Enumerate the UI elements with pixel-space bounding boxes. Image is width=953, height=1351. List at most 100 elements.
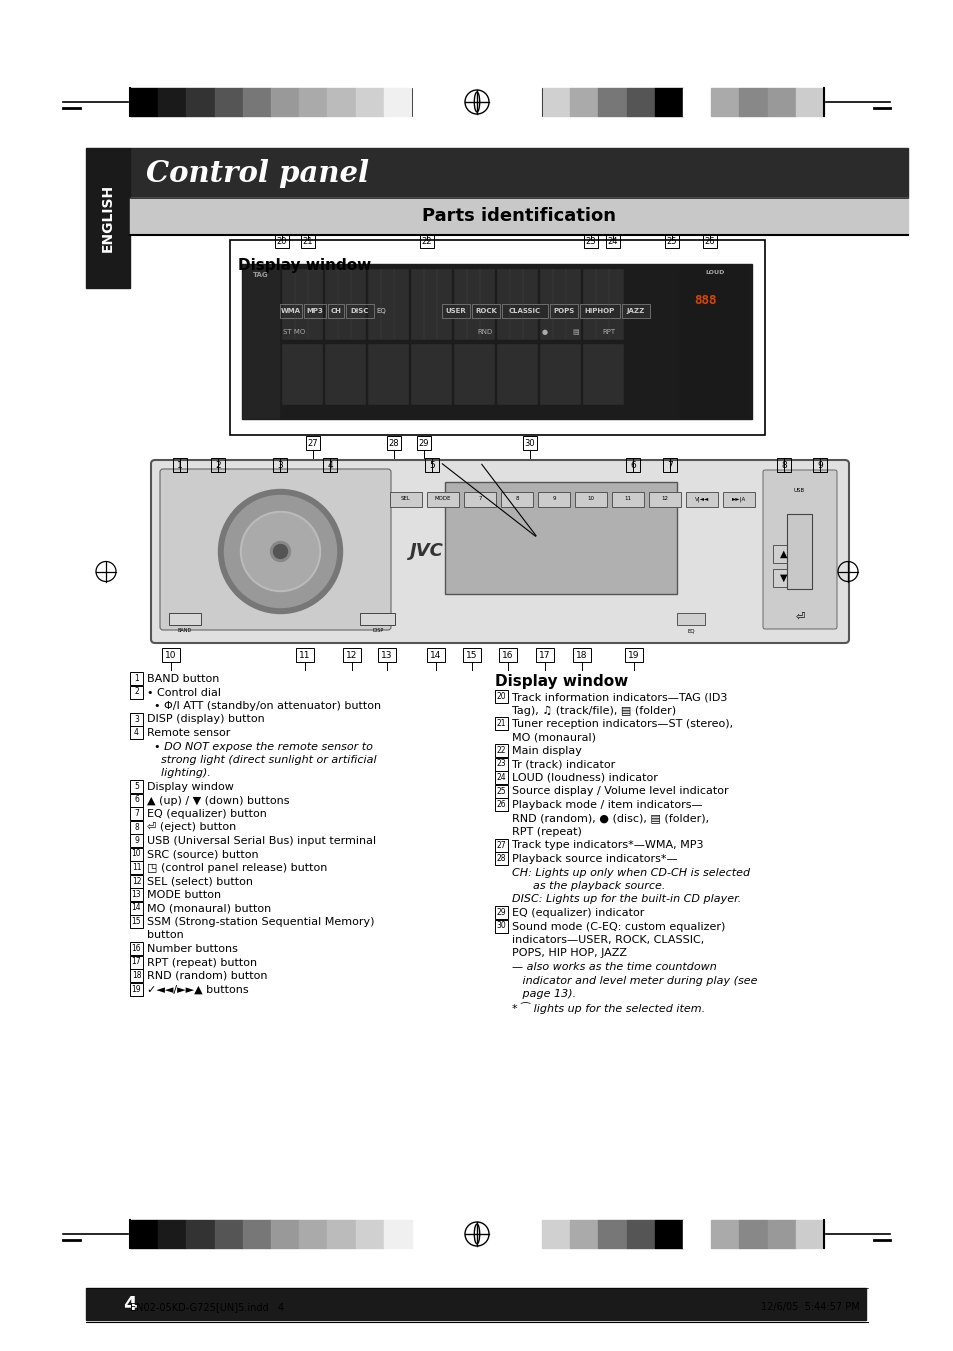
Text: * ⁀ lights up for the selected item.: * ⁀ lights up for the selected item. (512, 1002, 704, 1015)
Bar (130, 671, 143, 685)
Text: 6: 6 (630, 461, 636, 470)
Bar (683, 280, 727, 320)
Text: Tr (track) indicator: Tr (track) indicator (512, 759, 615, 770)
Text: 3: 3 (276, 461, 283, 470)
Text: 3: 3 (134, 715, 139, 724)
Bar (86, 1288, 865, 1320)
Text: 12: 12 (346, 650, 357, 659)
Text: • DO NOT expose the remote sensor to: • DO NOT expose the remote sensor to (147, 742, 373, 751)
Text: Tuner reception indicators—ST (stereo),: Tuner reception indicators—ST (stereo), (512, 719, 732, 730)
Bar (664, 234, 679, 249)
Text: 10: 10 (165, 650, 176, 659)
Bar (710, 1220, 739, 1248)
Text: 26: 26 (704, 236, 715, 246)
Bar (776, 458, 790, 471)
Bar (722, 492, 754, 507)
Text: WMA: WMA (281, 308, 301, 313)
Text: • Φ/I ATT (standby/on attenuator) button: • Φ/I ATT (standby/on attenuator) button (147, 701, 381, 711)
Text: 888: 888 (694, 293, 717, 307)
Text: 9: 9 (817, 461, 822, 470)
Text: 11: 11 (624, 497, 631, 501)
Bar (243, 265, 278, 417)
Text: ENGLISH: ENGLISH (101, 184, 115, 253)
Text: 17: 17 (132, 958, 141, 966)
Bar (537, 492, 569, 507)
Text: Display window: Display window (147, 782, 233, 792)
Bar (130, 942, 143, 955)
Bar (495, 907, 507, 919)
Bar (654, 88, 682, 116)
Text: 20: 20 (276, 236, 287, 246)
Bar (411, 269, 451, 339)
Text: SEL: SEL (400, 497, 411, 501)
Bar (172, 458, 187, 471)
Text: POPS, HIP HOP, JAZZ: POPS, HIP HOP, JAZZ (512, 948, 626, 958)
Text: ▲ (up) / ▼ (down) buttons: ▲ (up) / ▼ (down) buttons (147, 796, 289, 805)
Bar (541, 88, 570, 116)
Text: 28: 28 (497, 854, 506, 863)
Text: 15: 15 (466, 650, 477, 659)
Bar (130, 982, 143, 996)
Bar (355, 88, 383, 116)
Text: SEL (select) button: SEL (select) button (147, 877, 253, 886)
Text: Source display / Volume level indicator: Source display / Volume level indicator (512, 786, 728, 797)
Text: 9: 9 (552, 497, 556, 501)
Bar (323, 458, 336, 471)
Bar (441, 304, 470, 317)
FancyBboxPatch shape (762, 470, 836, 630)
Text: 10: 10 (587, 497, 594, 501)
Bar (214, 1220, 243, 1248)
Text: 25: 25 (497, 786, 506, 796)
Circle shape (240, 512, 320, 592)
Text: as the playback source.: as the playback source. (512, 881, 664, 892)
Text: CLASSIC: CLASSIC (508, 308, 540, 313)
Bar (416, 436, 431, 450)
Text: ▤: ▤ (572, 330, 578, 335)
Bar (158, 1220, 186, 1248)
Bar (541, 1220, 570, 1248)
Text: MO (monaural) button: MO (monaural) button (147, 904, 271, 913)
Bar (282, 345, 322, 404)
Bar (427, 492, 458, 507)
Text: 9: 9 (134, 836, 139, 844)
Circle shape (274, 544, 287, 558)
Bar (130, 149, 907, 199)
Text: POPS: POPS (553, 308, 574, 313)
Text: RND (random) button: RND (random) button (147, 971, 267, 981)
Bar (368, 345, 408, 404)
Text: USB: USB (793, 488, 803, 493)
Bar (158, 88, 186, 116)
Text: ⏎ (eject) button: ⏎ (eject) button (147, 823, 236, 832)
Text: MP3: MP3 (306, 308, 323, 313)
Bar (230, 240, 764, 435)
Text: RND: RND (476, 330, 492, 335)
Text: RPT: RPT (601, 330, 615, 335)
Bar (522, 436, 537, 450)
Bar (495, 771, 507, 784)
Bar (702, 234, 717, 249)
Bar (130, 969, 143, 982)
Bar (497, 345, 537, 404)
Text: MO (monaural): MO (monaural) (512, 732, 596, 743)
Text: 13: 13 (132, 890, 141, 898)
Bar (280, 304, 302, 317)
Text: 8: 8 (515, 497, 518, 501)
Bar (130, 955, 143, 969)
Bar (495, 852, 507, 865)
Bar (772, 569, 794, 586)
Text: ROCK: ROCK (475, 308, 497, 313)
Bar (130, 915, 143, 928)
Bar (355, 1220, 383, 1248)
Text: 11: 11 (299, 650, 311, 659)
Bar (795, 88, 823, 116)
Bar (243, 1220, 271, 1248)
Bar (211, 458, 225, 471)
Bar (495, 717, 507, 730)
Bar (648, 492, 680, 507)
Bar (282, 269, 322, 339)
Text: Number buttons: Number buttons (147, 944, 237, 954)
Text: 8: 8 (134, 823, 139, 831)
Bar (682, 88, 710, 116)
Text: 14: 14 (430, 650, 441, 659)
Text: 14: 14 (132, 904, 141, 912)
